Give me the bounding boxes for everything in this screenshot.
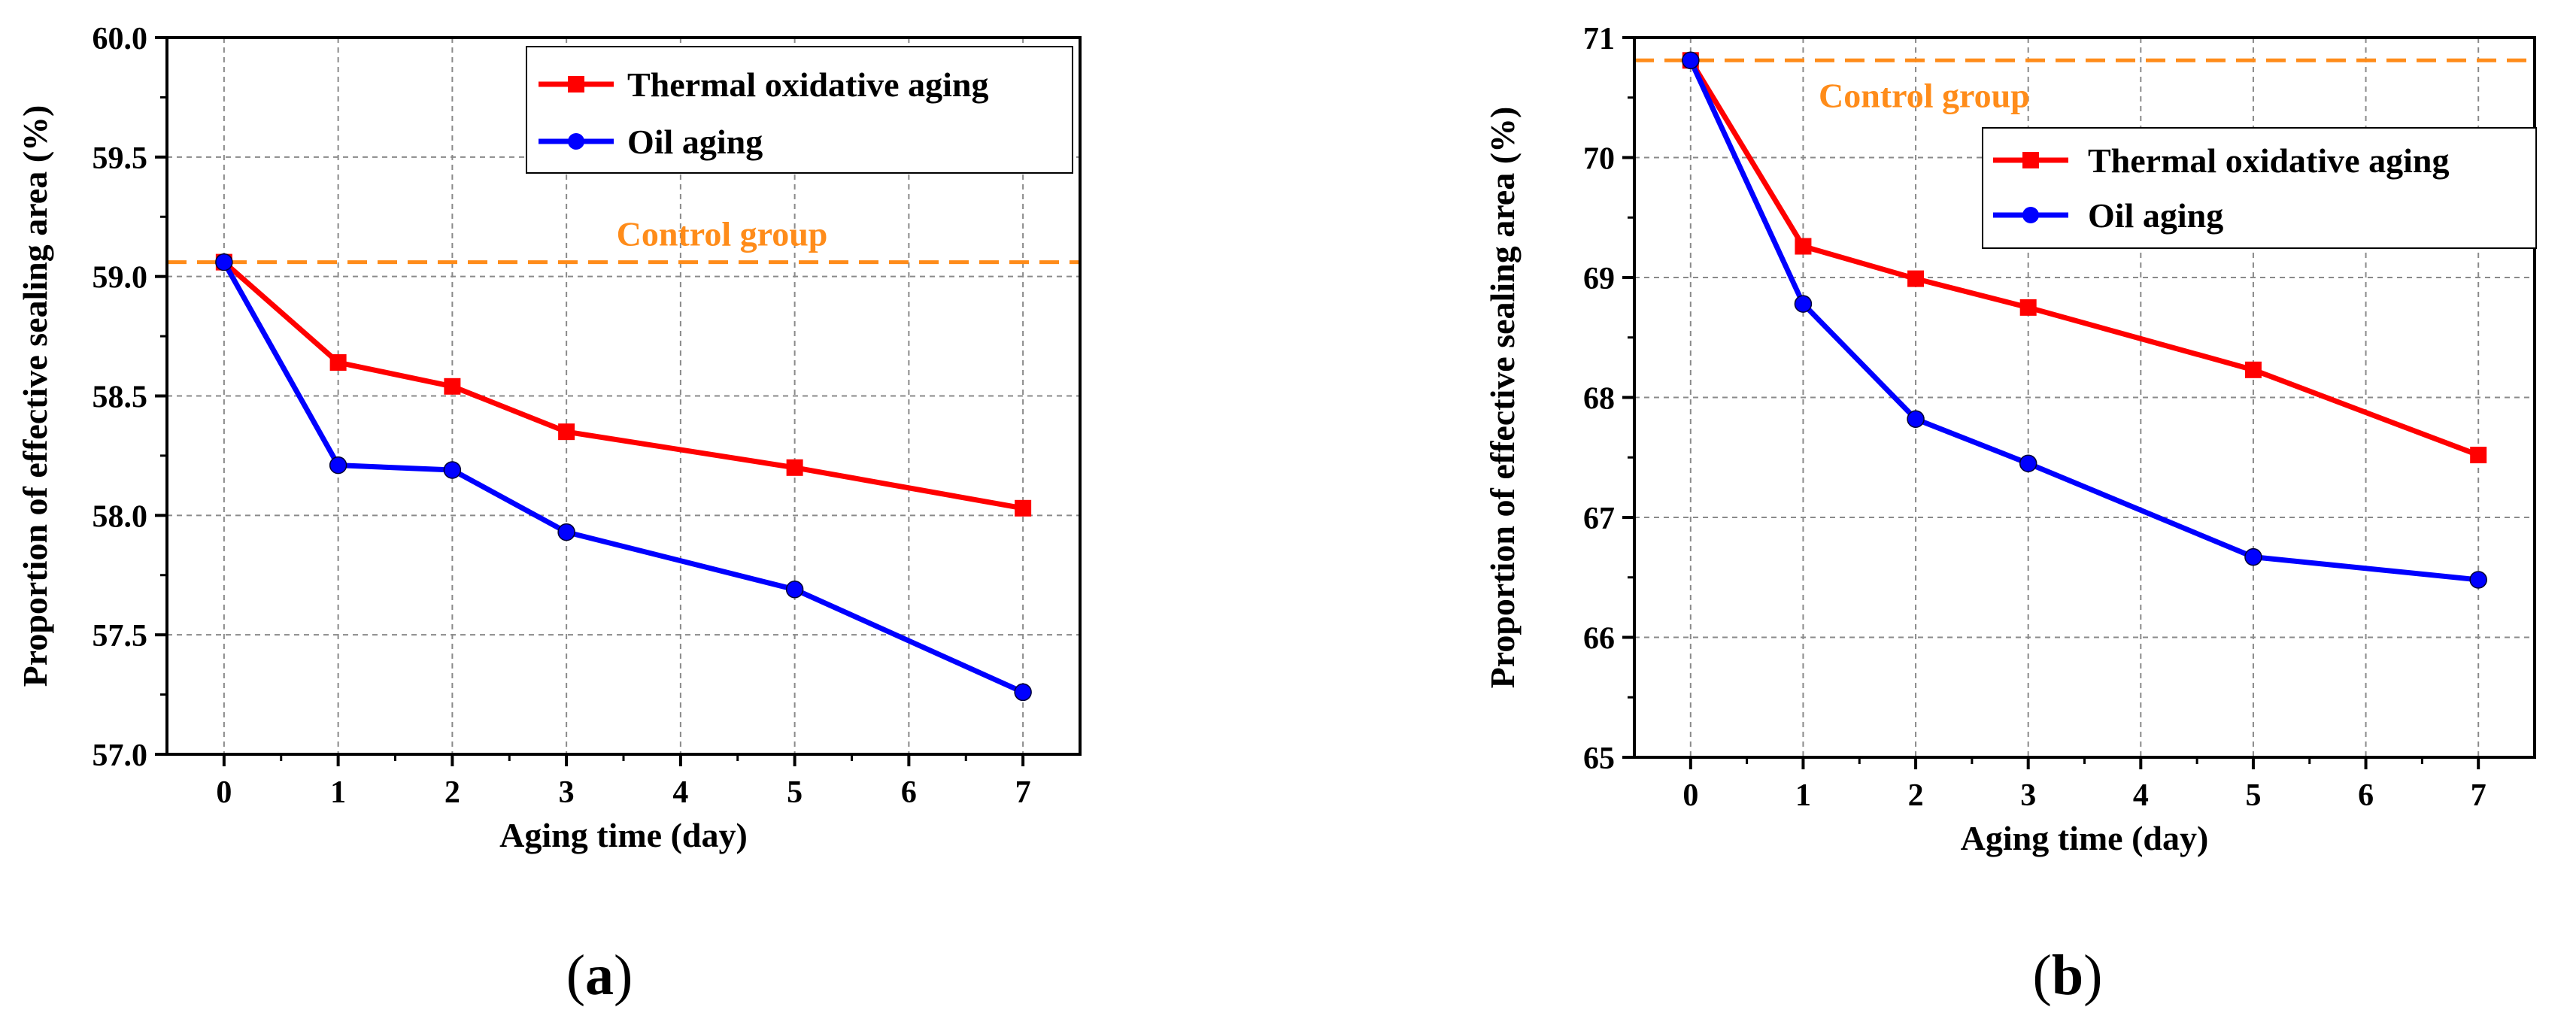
y-tick-label: 57.0 xyxy=(93,738,148,773)
chart-panel-a: Control group 0 1 2 3 4 5 6 7 57.0 57.5 58.0 58.5 59.… xyxy=(16,22,1082,1007)
control-group-label: Control group xyxy=(617,215,828,253)
data-point-oil xyxy=(443,461,462,479)
data-point-oil xyxy=(215,253,233,271)
y-tick-label: 59.5 xyxy=(93,141,148,176)
y-tick-label: 59.0 xyxy=(93,261,148,296)
y-tick-label: 66 xyxy=(1583,622,1615,657)
data-point-oil xyxy=(1907,410,1925,428)
y-tick-label: 71 xyxy=(1583,22,1615,56)
y-tick-label: 67 xyxy=(1583,502,1615,536)
x-axis-title: Aging time (day) xyxy=(1961,819,2209,857)
data-point-thermal xyxy=(558,423,575,441)
x-tick-label: 7 xyxy=(1015,775,1031,810)
control-group-label: Control group xyxy=(1819,76,2030,114)
x-tick-label: 6 xyxy=(2358,778,2374,813)
data-point-oil xyxy=(1794,295,1813,313)
data-point-thermal xyxy=(329,354,347,371)
x-tick-label: 4 xyxy=(672,775,688,810)
series-line-oil xyxy=(1688,59,2479,583)
x-tick-label: 1 xyxy=(1795,778,1811,813)
y-tick-label: 58.5 xyxy=(93,381,148,415)
y-tick-label: 57.5 xyxy=(93,619,148,654)
y-tick-label: 70 xyxy=(1583,142,1615,177)
data-point-thermal xyxy=(1795,238,1812,255)
y-tick-label: 68 xyxy=(1583,382,1615,417)
data-point-thermal xyxy=(1907,270,1925,287)
legend-label: Oil aging xyxy=(627,123,763,161)
legend-label: Thermal oxidative aging xyxy=(2088,141,2449,180)
data-point-oil xyxy=(557,523,575,541)
legend-label: Oil aging xyxy=(2088,196,2223,235)
data-point-thermal xyxy=(444,378,461,395)
x-tick-label: 1 xyxy=(330,775,346,810)
data-point-thermal xyxy=(2244,361,2262,378)
legend-marker-square xyxy=(2022,152,2039,168)
x-axis-title: Aging time (day) xyxy=(499,816,748,854)
x-tick-label: 3 xyxy=(559,775,575,810)
series-line-thermal xyxy=(1688,59,2480,458)
x-tick-label: 3 xyxy=(2020,778,2036,813)
x-tick-label: 4 xyxy=(2133,778,2149,813)
x-tick-label: 0 xyxy=(1682,778,1698,813)
legend-label: Thermal oxidative aging xyxy=(627,65,988,104)
series-line-oil xyxy=(221,260,1024,695)
data-point-oil xyxy=(329,456,347,475)
x-tick-label: 7 xyxy=(2471,778,2486,813)
data-point-oil xyxy=(1682,51,1700,70)
legend-marker-circle xyxy=(568,133,584,150)
series-line-thermal xyxy=(222,259,1024,511)
x-tick-label: 0 xyxy=(216,775,232,810)
y-axis-title: Proportion of effective sealing area (%) xyxy=(16,105,54,687)
x-tick-label: 2 xyxy=(445,775,460,810)
data-point-oil xyxy=(785,581,804,599)
y-tick-label: 58.0 xyxy=(93,499,148,534)
legend-box xyxy=(1982,127,2537,249)
legend-box xyxy=(526,46,1073,174)
data-point-thermal xyxy=(1015,499,1032,517)
x-tick-label: 6 xyxy=(901,775,917,810)
data-point-oil xyxy=(2019,454,2037,472)
data-point-oil xyxy=(1014,683,1032,702)
y-axis-title: Proportion of effective sealing area (%) xyxy=(1483,107,1522,689)
data-point-oil xyxy=(2469,571,2487,589)
y-tick-label: 60.0 xyxy=(93,22,148,56)
data-point-oil xyxy=(2244,547,2262,566)
y-tick-label: 69 xyxy=(1583,262,1615,296)
x-tick-label: 5 xyxy=(787,775,803,810)
legend-marker-circle xyxy=(2022,207,2039,223)
panel-label: (b) xyxy=(2033,944,2103,1007)
data-point-thermal xyxy=(786,459,803,476)
x-tick-label: 5 xyxy=(2245,778,2261,813)
data-point-thermal xyxy=(2019,299,2037,316)
data-point-thermal xyxy=(2470,447,2487,464)
x-tick-label: 2 xyxy=(1908,778,1924,813)
y-tick-label: 65 xyxy=(1583,741,1615,776)
panel-label: (a) xyxy=(566,944,633,1007)
legend-marker-square xyxy=(568,76,584,92)
